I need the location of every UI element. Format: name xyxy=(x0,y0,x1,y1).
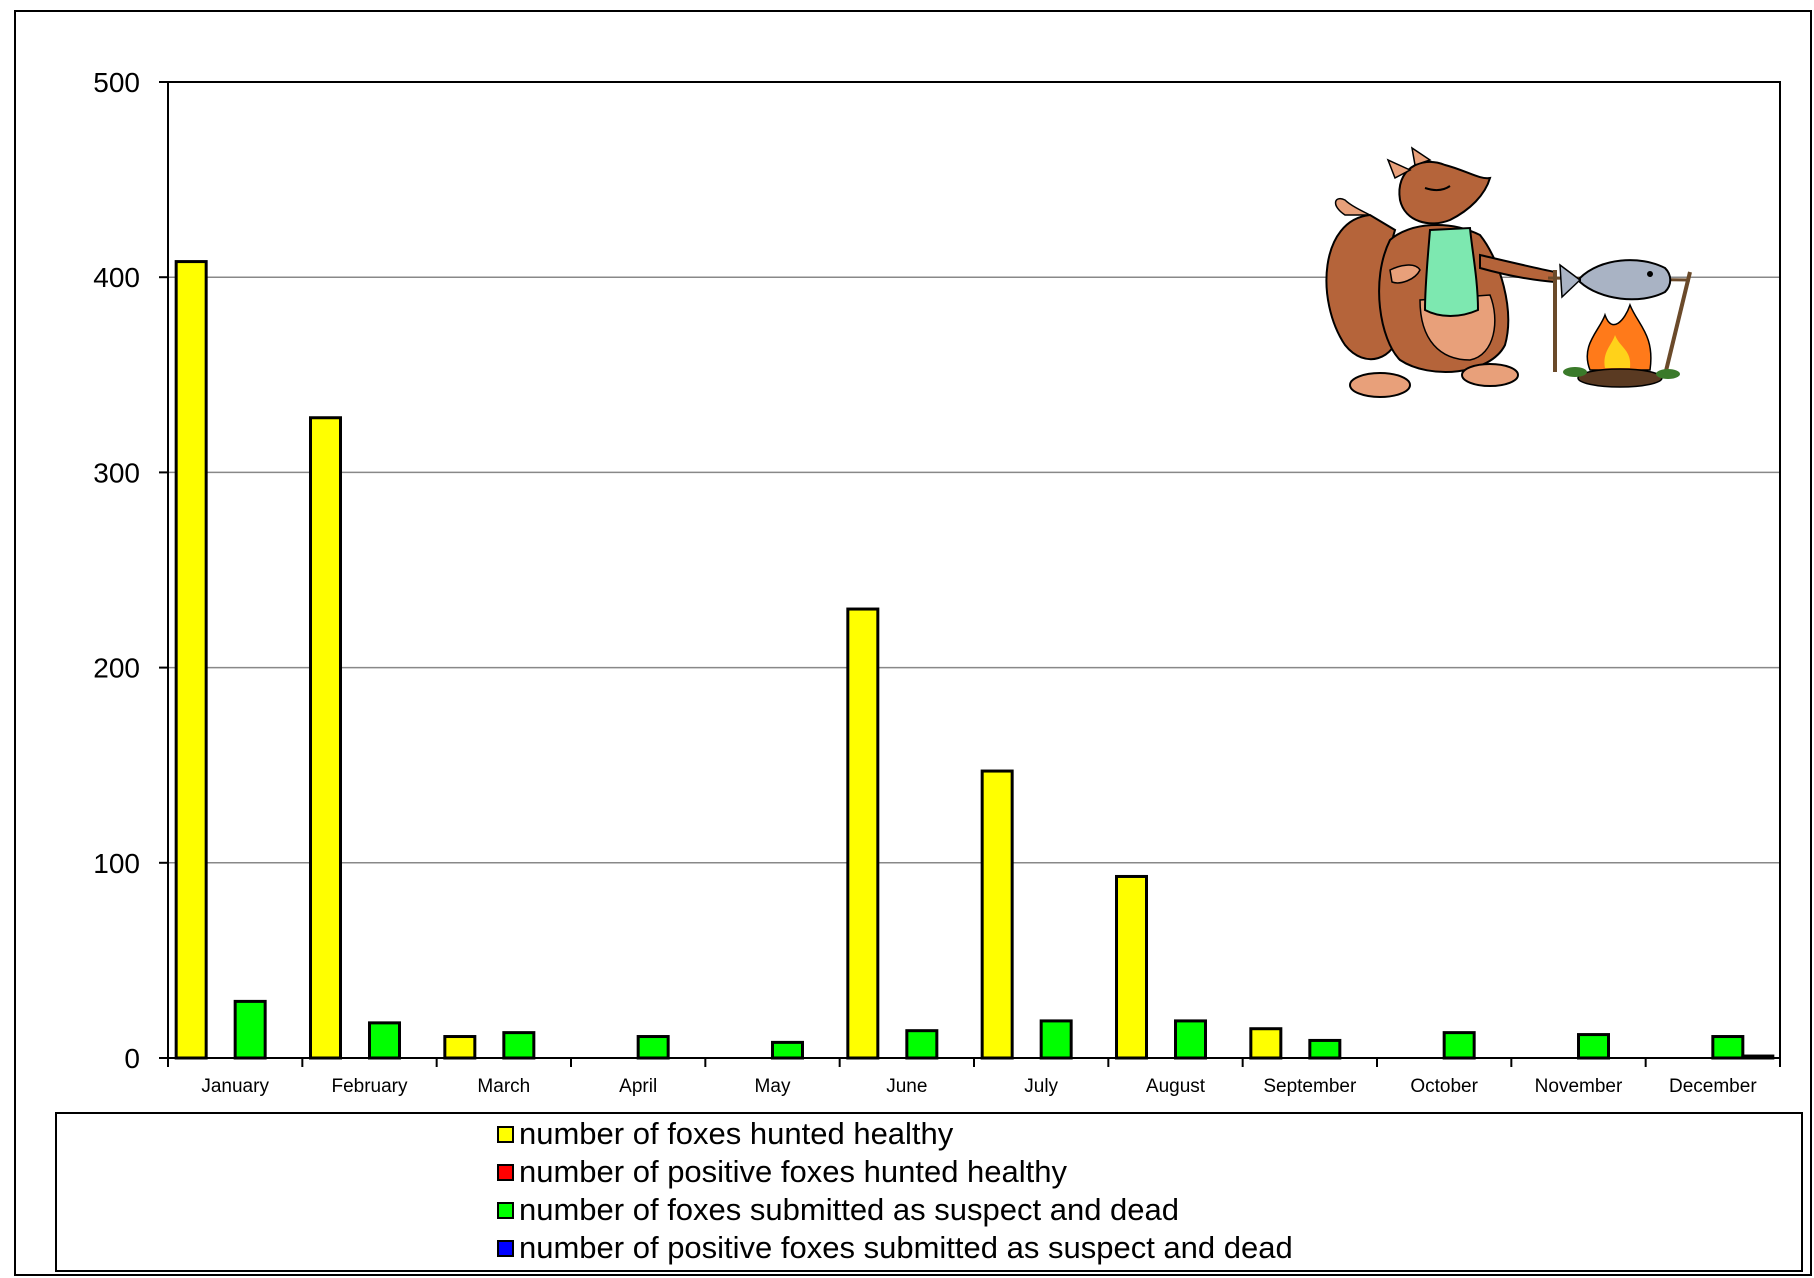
x-tick-label: April xyxy=(619,1076,657,1097)
x-tick-label: December xyxy=(1669,1076,1757,1097)
legend-item-positive-suspect-dead: number of positive foxes submitted as su… xyxy=(497,1230,1293,1266)
legend-label: number of foxes hunted healthy xyxy=(519,1116,954,1151)
bar-3-december xyxy=(1711,1035,1745,1060)
bar-1-june xyxy=(846,607,880,1060)
x-tick-label: November xyxy=(1535,1076,1623,1097)
legend: number of foxes hunted healthy number of… xyxy=(55,1112,1803,1272)
legend-label: number of positive foxes hunted healthy xyxy=(519,1154,1068,1189)
bar-3-august xyxy=(1174,1019,1207,1060)
x-tick-label: July xyxy=(1024,1076,1058,1097)
axes xyxy=(159,81,1781,1067)
bar-1-september xyxy=(1249,1027,1283,1060)
bar-3-february xyxy=(368,1021,401,1060)
bar-3-november xyxy=(1577,1033,1610,1060)
x-tick-label: May xyxy=(755,1076,791,1097)
bar-1-february xyxy=(309,416,342,1060)
bar-1-august xyxy=(1115,874,1148,1060)
legend-label: number of foxes submitted as suspect and… xyxy=(519,1192,1180,1227)
bar-3-september xyxy=(1308,1038,1342,1060)
chart-frame xyxy=(14,10,1812,1276)
y-tick-label: 0 xyxy=(124,1043,140,1074)
bar-1-january xyxy=(174,260,208,1060)
tick-labels: 0 100 200 300 400 500 January February March Apri… xyxy=(93,67,1757,1097)
legend-label: number of positive foxes submitted as su… xyxy=(519,1230,1293,1265)
y-tick-label: 200 xyxy=(93,653,140,684)
legend-item-hunted-healthy: number of foxes hunted healthy xyxy=(497,1116,953,1152)
bar-3-july xyxy=(1039,1019,1073,1060)
bar-3-january xyxy=(233,999,267,1060)
x-tick-label: March xyxy=(477,1076,530,1097)
legend-item-positive-hunted-healthy: number of positive foxes hunted healthy xyxy=(497,1154,1067,1190)
bar-1-july xyxy=(980,769,1014,1060)
legend-swatch-blue xyxy=(497,1239,514,1257)
x-tick-label: September xyxy=(1263,1076,1357,1097)
y-tick-label: 100 xyxy=(93,848,140,879)
bar-3-june xyxy=(905,1029,939,1060)
bar-3-march xyxy=(502,1031,536,1060)
legend-swatch-red xyxy=(497,1163,514,1181)
x-tick-label: June xyxy=(886,1076,927,1097)
x-tick-label: January xyxy=(201,1076,269,1097)
y-tick-label: 500 xyxy=(93,67,140,98)
legend-swatch-yellow xyxy=(497,1125,514,1143)
y-tick-label: 400 xyxy=(93,262,140,293)
legend-item-suspect-dead: number of foxes submitted as suspect and… xyxy=(497,1192,1179,1228)
x-tick-label: February xyxy=(331,1076,408,1097)
bar-1-march xyxy=(443,1035,477,1060)
bars xyxy=(174,260,1775,1060)
bar-3-october xyxy=(1442,1031,1476,1060)
bar-3-may xyxy=(771,1040,804,1060)
y-tick-label: 300 xyxy=(93,457,140,488)
plot-area xyxy=(167,81,1781,1059)
x-tick-label: October xyxy=(1410,1076,1478,1097)
fox-cooking-fish-icon xyxy=(1325,146,1692,398)
bar-3-april xyxy=(636,1035,670,1060)
gridlines xyxy=(168,81,1780,864)
x-tick-label: August xyxy=(1146,1076,1206,1097)
legend-swatch-green xyxy=(497,1201,514,1219)
